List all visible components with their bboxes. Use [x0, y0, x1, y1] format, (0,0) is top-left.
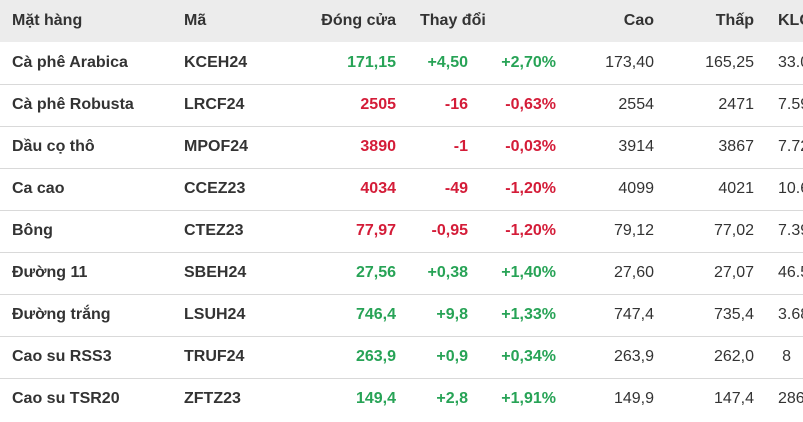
price-change: +0,38 [427, 264, 468, 281]
commodity-code: TRUF24 [184, 348, 245, 365]
trade-volume: 33.048 [778, 53, 803, 71]
close-price: 4034 [360, 180, 396, 197]
percent-change: +2,70% [501, 53, 556, 71]
header-close[interactable]: Đóng cửa [321, 12, 396, 29]
header-commodity[interactable]: Mặt hàng [12, 12, 83, 29]
percent-change: -1,20% [505, 222, 556, 239]
table-row[interactable]: Cà phê Arabica KCEH24 171,15 +4,50 +2,70% 173… [0, 42, 803, 84]
close-price: 77,97 [355, 222, 396, 239]
table-row[interactable]: Dầu cọ thô MPOF24 3890 -1 -0,03% 3914 3867 7.72… [0, 126, 803, 168]
low-price: 2471 [718, 96, 754, 113]
high-price: 263,9 [613, 348, 654, 365]
header-high[interactable]: Cao [623, 12, 654, 29]
percent-change: +1,40% [501, 264, 556, 281]
header-code[interactable]: Mã [184, 12, 207, 29]
commodity-code: LRCF24 [184, 96, 245, 113]
percent-change: +0,34% [501, 348, 556, 365]
trade-volume: 7.393 [778, 222, 803, 239]
high-price: 173,40 [605, 53, 654, 71]
high-price: 747,4 [613, 306, 654, 323]
table-row[interactable]: Bông CTEZ23 77,97 -0,95 -1,20% 79,12 77,02 7.39… [0, 210, 803, 252]
percent-change: -0,03% [505, 138, 556, 155]
price-change: +2,8 [436, 390, 468, 408]
percent-change: +1,91% [501, 390, 556, 408]
close-price: 3890 [360, 138, 396, 155]
low-price: 147,4 [713, 390, 754, 408]
trade-volume: 3.686 [778, 306, 803, 323]
high-price: 3914 [618, 138, 654, 155]
percent-change: -1,20% [505, 180, 556, 197]
commodity-code: ZFTZ23 [184, 390, 241, 408]
low-price: 27,07 [713, 264, 754, 281]
close-price: 263,9 [355, 348, 396, 365]
table-row[interactable]: Cao su TSR20 ZFTZ23 149,4 +2,8 +1,91% 149,9 14… [0, 378, 803, 420]
header-change[interactable]: Thay đổi [420, 12, 486, 29]
header-change-spacer [480, 0, 568, 42]
commodity-code: KCEH24 [184, 53, 248, 71]
high-price: 149,9 [613, 390, 654, 408]
commodity-name: Cao su TSR20 [12, 390, 120, 408]
close-price: 2505 [360, 96, 396, 113]
low-price: 165,25 [705, 53, 754, 71]
high-price: 4099 [618, 180, 654, 197]
trade-volume: 7.596 [778, 96, 803, 113]
commodity-code: MPOF24 [184, 138, 249, 155]
low-price: 262,0 [713, 348, 754, 365]
price-change: +0,9 [436, 348, 468, 365]
table-row[interactable]: Ca cao CCEZ23 4034 -49 -1,20% 4099 4021 10.602 [0, 168, 803, 210]
commodity-code: LSUH24 [184, 306, 246, 323]
commodity-name: Cà phê Robusta [12, 96, 134, 113]
close-price: 746,4 [355, 306, 396, 323]
low-price: 3867 [718, 138, 754, 155]
header-volume[interactable]: KLGD [778, 12, 803, 29]
trade-volume: 46.561 [778, 264, 803, 281]
price-change: -1 [453, 138, 468, 155]
close-price: 27,56 [355, 264, 396, 281]
close-price: 149,4 [355, 390, 396, 408]
trade-volume: 10.602 [778, 180, 803, 197]
trade-volume: 286 [778, 390, 803, 408]
high-price: 27,60 [613, 264, 654, 281]
commodity-name: Bông [12, 222, 53, 239]
price-change: +4,50 [427, 53, 468, 71]
trade-volume: 7.727 [778, 138, 803, 155]
price-change: -16 [444, 96, 468, 113]
commodity-name: Cà phê Arabica [12, 53, 128, 71]
low-price: 735,4 [713, 306, 754, 323]
header-low[interactable]: Thấp [715, 12, 754, 29]
trade-volume: 8 [782, 348, 791, 365]
commodity-name: Cao su RSS3 [12, 348, 112, 365]
table-row[interactable]: Cà phê Robusta LRCF24 2505 -16 -0,63% 2554 247… [0, 84, 803, 126]
low-price: 4021 [718, 180, 754, 197]
percent-change: -0,63% [505, 96, 556, 113]
commodity-name: Ca cao [12, 180, 65, 197]
table-row[interactable]: Cao su RSS3 TRUF24 263,9 +0,9 +0,34% 263,9 262… [0, 336, 803, 378]
commodity-name: Đường 11 [12, 264, 88, 281]
high-price: 2554 [618, 96, 654, 113]
commodity-name: Đường trắng [12, 306, 111, 323]
commodity-code: SBEH24 [184, 264, 247, 281]
high-price: 79,12 [613, 222, 654, 239]
commodity-code: CCEZ23 [184, 180, 246, 197]
commodity-code: CTEZ23 [184, 222, 244, 239]
table-row[interactable]: Đường trắng LSUH24 746,4 +9,8 +1,33% 747,4 735… [0, 294, 803, 336]
low-price: 77,02 [713, 222, 754, 239]
percent-change: +1,33% [501, 306, 556, 323]
price-change: -0,95 [431, 222, 468, 239]
table-body: Cà phê Arabica KCEH24 171,15 +4,50 +2,70% 173… [0, 42, 803, 420]
price-change: -49 [444, 180, 468, 197]
table-row[interactable]: Đường 11 SBEH24 27,56 +0,38 +1,40% 27,60 27,07… [0, 252, 803, 294]
commodity-name: Dầu cọ thô [12, 138, 95, 155]
table-header-row: Mặt hàng Mã Đóng cửa Thay đổi Cao Thấp K… [0, 0, 803, 42]
price-change: +9,8 [436, 306, 468, 323]
close-price: 171,15 [347, 53, 396, 71]
